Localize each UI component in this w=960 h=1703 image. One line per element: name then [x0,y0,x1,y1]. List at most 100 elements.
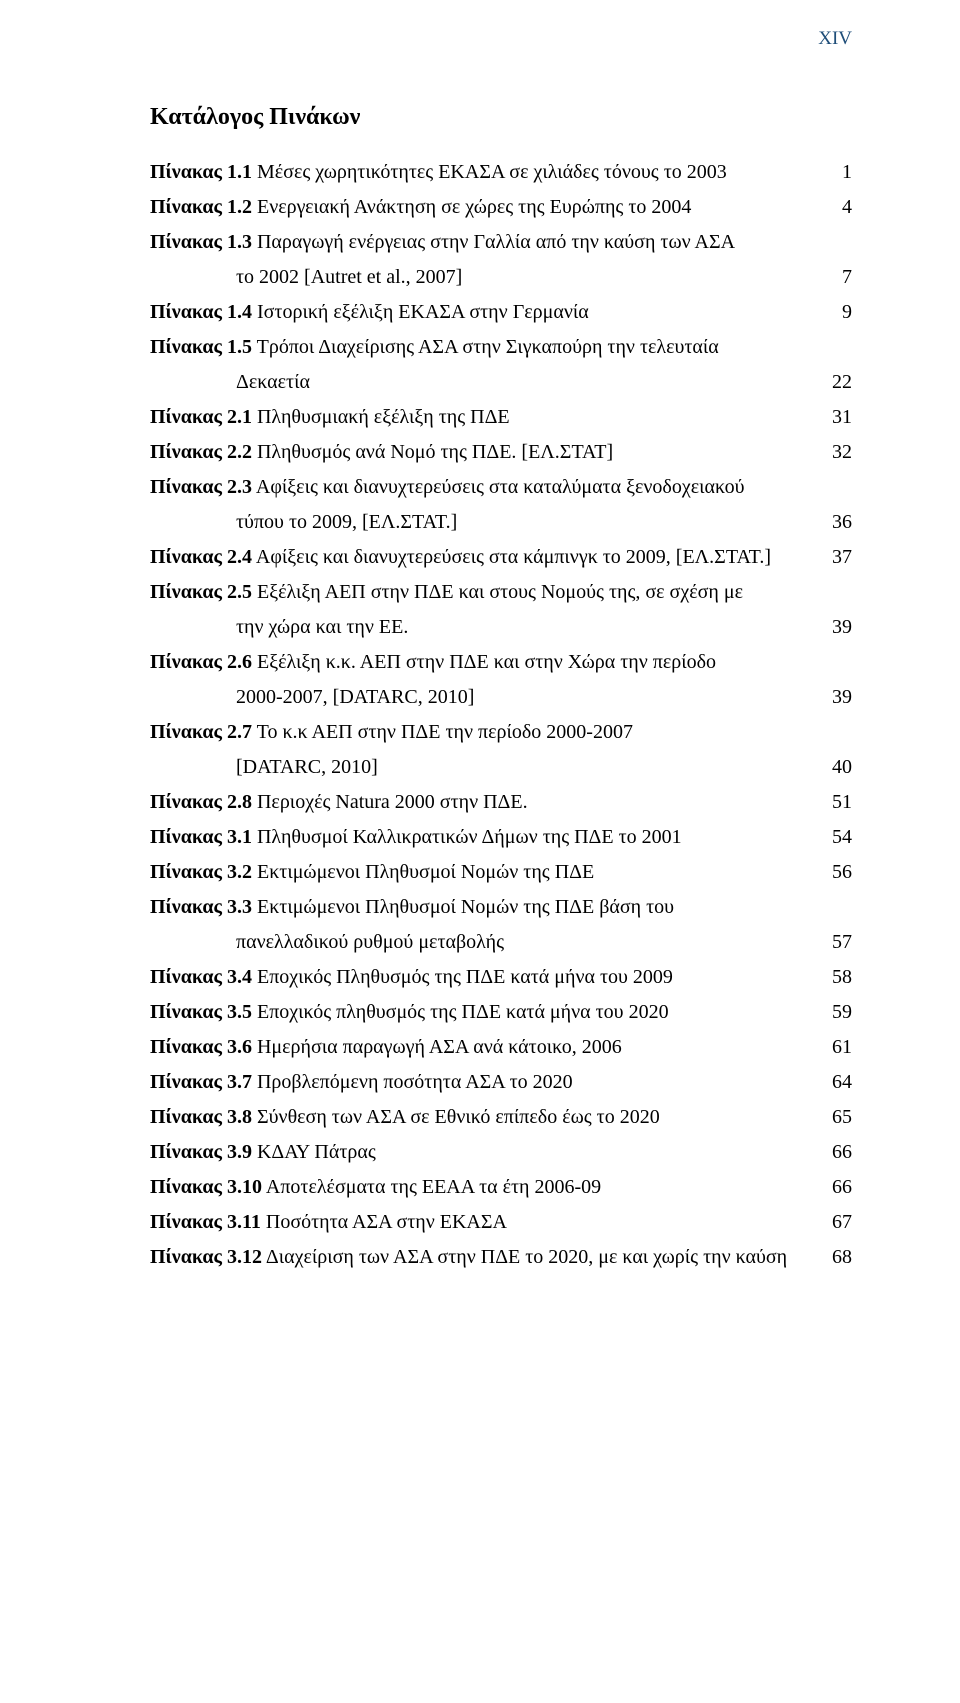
toc-entry-label: Πίνακας 3.6 [150,1036,252,1058]
toc-entry-text: Πίνακας 3.6 Ημερήσια παραγωγή ΑΣΑ ανά κά… [150,1030,788,1065]
toc-entry: Πίνακας 3.10 Αποτελέσματα της ΕΕΑΑ τα έτ… [150,1170,852,1205]
toc-entry-body: τύπου το 2009, [ΕΛ.ΣΤΑΤ.] [236,511,457,533]
toc-entry-text: Πίνακας 2.3 Αφίξεις και διανυχτερεύσεις … [150,470,788,505]
toc-entry-text: Πίνακας 3.9 ΚΔΑΥ Πάτρας [150,1135,788,1170]
toc-entry: Πίνακας 2.7 Το κ.κ ΑΕΠ στην ΠΔΕ την περί… [150,715,852,750]
toc-entry-page: 39 [812,610,852,645]
toc-entry-body: Ημερήσια παραγωγή ΑΣΑ ανά κάτοικο, 2006 [252,1036,622,1058]
toc-entry-text: Πίνακας 3.7 Προβλεπόμενη ποσότητα ΑΣΑ το… [150,1065,788,1100]
toc-entry-text: Πίνακας 3.8 Σύνθεση των ΑΣΑ σε Εθνικό επ… [150,1100,788,1135]
toc-entry-body: Παραγωγή ενέργειας στην Γαλλία από την κ… [252,231,735,253]
toc-entry-body: Πληθυσμός ανά Νομό της ΠΔΕ. [ΕΛ.ΣΤΑΤ] [252,441,613,463]
toc-entry-page: 37 [812,540,852,575]
toc-entry: τύπου το 2009, [ΕΛ.ΣΤΑΤ.]36 [150,505,852,540]
toc-entry-page: 32 [812,435,852,470]
toc-entry-body: [DATARC, 2010] [236,756,378,778]
toc-entry: Δεκαετία 22 [150,365,852,400]
toc-entry-label: Πίνακας 3.4 [150,966,252,988]
toc-entry-body: Εκτιμώμενοι Πληθυσμοί Νομών της ΠΔΕ [252,861,594,883]
toc-entry-body: Το κ.κ ΑΕΠ στην ΠΔΕ την περίοδο 2000-200… [252,721,633,743]
toc-entry-text: Πίνακας 1.3 Παραγωγή ενέργειας στην Γαλλ… [150,225,788,260]
toc-entry-text: τύπου το 2009, [ΕΛ.ΣΤΑΤ.] [150,505,788,540]
toc-entry-page: 40 [812,750,852,785]
toc-entry-label: Πίνακας 2.7 [150,721,252,743]
toc-entry-body: το 2002 [Autret et al., 2007] [236,266,462,288]
toc-entry-label: Πίνακας 1.5 [150,336,252,358]
toc-entry: Πίνακας 1.3 Παραγωγή ενέργειας στην Γαλλ… [150,225,852,260]
toc-entry-body: 2000-2007, [DATARC, 2010] [236,686,474,708]
toc-entry-body: Διαχείριση των ΑΣΑ στην ΠΔΕ το 2020, με … [262,1246,787,1268]
toc-entry-body: Εποχικός πληθυσμός της ΠΔΕ κατά μήνα του… [252,1001,669,1023]
toc-entry: Πίνακας 2.6 Εξέλιξη κ.κ. ΑΕΠ στην ΠΔΕ κα… [150,645,852,680]
toc-entry: Πίνακας 3.1 Πληθυσμοί Καλλικρατικών Δήμω… [150,820,852,855]
toc-entry-body: Περιοχές Natura 2000 στην ΠΔΕ. [252,791,528,813]
toc-entry-page: 57 [812,925,852,960]
page: XIV Κατάλογος Πινάκων Πίνακας 1.1 Μέσες … [0,0,960,1703]
toc-entry: Πίνακας 1.4 Ιστορική εξέλιξη ΕΚΑΣΑ στην … [150,295,852,330]
toc-entry-label: Πίνακας 1.1 [150,161,252,183]
toc-entry: Πίνακας 2.8 Περιοχές Natura 2000 στην ΠΔ… [150,785,852,820]
toc-entry-text: Πίνακας 3.1 Πληθυσμοί Καλλικρατικών Δήμω… [150,820,788,855]
toc-entry: το 2002 [Autret et al., 2007] 7 [150,260,852,295]
toc-entry-label: Πίνακας 2.3 [150,476,252,498]
toc-entry-body: Ιστορική εξέλιξη ΕΚΑΣΑ στην Γερμανία [252,301,589,323]
toc-entry: Πίνακας 3.7 Προβλεπόμενη ποσότητα ΑΣΑ το… [150,1065,852,1100]
toc-entry: Πίνακας 3.8 Σύνθεση των ΑΣΑ σε Εθνικό επ… [150,1100,852,1135]
page-number: XIV [818,28,852,50]
toc-entry-page: 58 [812,960,852,995]
toc-entry-text: Πίνακας 2.6 Εξέλιξη κ.κ. ΑΕΠ στην ΠΔΕ κα… [150,645,788,680]
toc-entry-label: Πίνακας 2.2 [150,441,252,463]
toc-entry: πανελλαδικού ρυθμού μεταβολής57 [150,925,852,960]
toc-entry-text: Πίνακας 3.2 Εκτιμώμενοι Πληθυσμοί Νομών … [150,855,788,890]
toc-entry-text: Πίνακας 2.1 Πληθυσμιακή εξέλιξη της ΠΔΕ [150,400,788,435]
toc-entry-body: Προβλεπόμενη ποσότητα ΑΣΑ το 2020 [252,1071,573,1093]
toc-entry-label: Πίνακας 3.2 [150,861,252,883]
toc-entry-text: [DATARC, 2010] [150,750,788,785]
toc-entry-text: 2000-2007, [DATARC, 2010] [150,680,788,715]
toc-entry-body: Πληθυσμιακή εξέλιξη της ΠΔΕ [252,406,510,428]
toc-entry-label: Πίνακας 2.1 [150,406,252,428]
toc-entry-label: Πίνακας 3.9 [150,1141,252,1163]
toc-entry: Πίνακας 3.9 ΚΔΑΥ Πάτρας 66 [150,1135,852,1170]
toc-entry-text: Πίνακας 1.5 Τρόποι Διαχείρισης ΑΣΑ στην … [150,330,788,365]
toc-entry-label: Πίνακας 2.5 [150,581,252,603]
toc-entry-text: Πίνακας 1.1 Μέσες χωρητικότητες ΕΚΑΣΑ σε… [150,155,788,190]
toc-entry: 2000-2007, [DATARC, 2010] 39 [150,680,852,715]
toc-entry: Πίνακας 2.1 Πληθυσμιακή εξέλιξη της ΠΔΕ3… [150,400,852,435]
toc-entry-label: Πίνακας 3.5 [150,1001,252,1023]
toc-entry-page: 7 [812,260,852,295]
toc-entry-text: Πίνακας 3.12 Διαχείριση των ΑΣΑ στην ΠΔΕ… [150,1240,788,1275]
toc-entry-label: Πίνακας 3.7 [150,1071,252,1093]
toc-entry-label: Πίνακας 2.8 [150,791,252,813]
toc-entry-body: Εκτιμώμενοι Πληθυσμοί Νομών της ΠΔΕ βάση… [252,896,674,918]
toc-entry-page: 56 [812,855,852,890]
toc-entry: Πίνακας 3.11 Ποσότητα ΑΣΑ στην ΕΚΑΣΑ 67 [150,1205,852,1240]
toc-entry: Πίνακας 3.4 Εποχικός Πληθυσμός της ΠΔΕ κ… [150,960,852,995]
toc-entry-body: Μέσες χωρητικότητες ΕΚΑΣΑ σε χιλιάδες τό… [252,161,727,183]
toc-entry-page: 65 [812,1100,852,1135]
toc-entry-page: 39 [812,680,852,715]
toc-entry-label: Πίνακας 3.11 [150,1211,261,1233]
toc-entry-text: Πίνακας 1.2 Ενεργειακή Ανάκτηση σε χώρες… [150,190,788,225]
toc-entry-text: Πίνακας 1.4 Ιστορική εξέλιξη ΕΚΑΣΑ στην … [150,295,788,330]
toc-entry-body: Σύνθεση των ΑΣΑ σε Εθνικό επίπεδο έως το… [252,1106,660,1128]
toc-entry-text: Πίνακας 2.2 Πληθυσμός ανά Νομό της ΠΔΕ. … [150,435,788,470]
toc-entry: Πίνακας 3.3 Εκτιμώμενοι Πληθυσμοί Νομών … [150,890,852,925]
toc-entry-text: Πίνακας 3.4 Εποχικός Πληθυσμός της ΠΔΕ κ… [150,960,788,995]
toc-entry-page: 22 [812,365,852,400]
toc-entry-label: Πίνακας 3.1 [150,826,252,848]
toc-entry-page: 67 [812,1205,852,1240]
toc-entry-page: 68 [812,1240,852,1275]
toc-entry-label: Πίνακας 1.3 [150,231,252,253]
toc-entry: Πίνακας 2.5 Εξέλιξη ΑΕΠ στην ΠΔΕ και στο… [150,575,852,610]
toc-entry-page: 66 [812,1135,852,1170]
toc-entry-text: Πίνακας 3.11 Ποσότητα ΑΣΑ στην ΕΚΑΣΑ [150,1205,788,1240]
toc-entry-page: 61 [812,1030,852,1065]
toc-entry-body: Ενεργειακή Ανάκτηση σε χώρες της Ευρώπης… [252,196,691,218]
toc-entry-body: Αφίξεις και διανυχτερεύσεις στα κάμπινγκ… [252,546,771,568]
toc-entry-body: Εξέλιξη ΑΕΠ στην ΠΔΕ και στους Νομούς τη… [252,581,743,603]
toc-entry-text: Πίνακας 2.8 Περιοχές Natura 2000 στην ΠΔ… [150,785,788,820]
toc-entry-body: Δεκαετία [236,371,310,393]
toc-entry-body: Αποτελέσματα της ΕΕΑΑ τα έτη 2006-09 [262,1176,601,1198]
toc-entry-label: Πίνακας 2.6 [150,651,252,673]
